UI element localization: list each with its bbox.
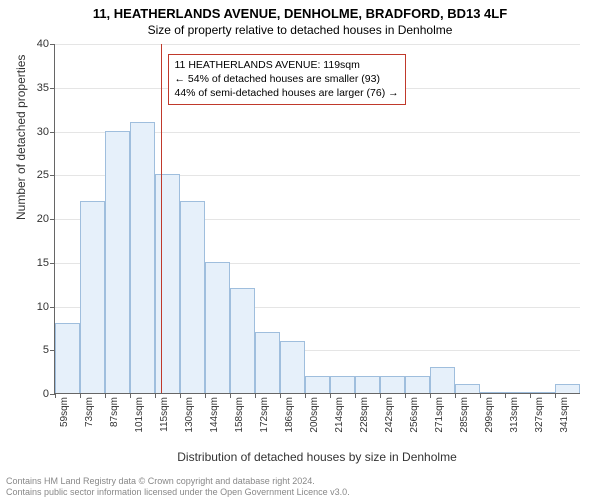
histogram-bar (155, 174, 180, 393)
y-tick-label: 40 (37, 38, 49, 50)
x-tick-mark (505, 393, 506, 398)
x-tick-label: 172sqm (259, 397, 270, 433)
x-tick-mark (230, 393, 231, 398)
annotation-box: 11 HEATHERLANDS AVENUE: 119sqm← 54% of d… (168, 54, 406, 105)
histogram-bar (330, 376, 355, 394)
y-tick-label: 35 (37, 82, 49, 94)
x-tick-mark (130, 393, 131, 398)
chart-title-sub: Size of property relative to detached ho… (0, 21, 600, 37)
x-tick-label: 341sqm (559, 397, 570, 433)
footer-line1: Contains HM Land Registry data © Crown c… (6, 476, 350, 487)
x-tick-label: 59sqm (59, 397, 70, 427)
y-tick-label: 10 (37, 301, 49, 313)
x-tick-mark (330, 393, 331, 398)
x-tick-mark (80, 393, 81, 398)
x-tick-label: 73sqm (84, 397, 95, 427)
y-tick-label: 30 (37, 126, 49, 138)
y-gridline (55, 44, 580, 45)
x-tick-mark (455, 393, 456, 398)
x-tick-mark (155, 393, 156, 398)
x-tick-mark (355, 393, 356, 398)
y-tick-mark (50, 263, 55, 264)
histogram-bar (305, 376, 330, 394)
y-tick-label: 25 (37, 169, 49, 181)
reference-line (161, 44, 162, 393)
footer-attribution: Contains HM Land Registry data © Crown c… (6, 476, 350, 498)
x-tick-label: 158sqm (234, 397, 245, 433)
y-tick-mark (50, 219, 55, 220)
histogram-bar (405, 376, 430, 394)
histogram-bar (480, 392, 505, 393)
annotation-line: ← 54% of detached houses are smaller (93… (175, 72, 399, 86)
x-tick-label: 200sqm (309, 397, 320, 433)
chart-title-main: 11, HEATHERLANDS AVENUE, DENHOLME, BRADF… (0, 0, 600, 21)
histogram-bar (230, 288, 255, 393)
histogram-bar (380, 376, 405, 394)
x-tick-mark (380, 393, 381, 398)
y-tick-mark (50, 175, 55, 176)
histogram-bar (130, 122, 155, 393)
y-tick-label: 15 (37, 257, 49, 269)
x-tick-mark (55, 393, 56, 398)
x-tick-label: 327sqm (534, 397, 545, 433)
x-tick-label: 87sqm (109, 397, 120, 427)
x-tick-label: 256sqm (409, 397, 420, 433)
x-tick-label: 186sqm (284, 397, 295, 433)
y-tick-mark (50, 44, 55, 45)
histogram-bar (105, 131, 130, 394)
histogram-bar (80, 201, 105, 394)
x-tick-mark (180, 393, 181, 398)
y-axis-label: Number of detached properties (14, 55, 28, 220)
x-tick-mark (105, 393, 106, 398)
y-tick-label: 0 (43, 388, 49, 400)
x-tick-label: 101sqm (134, 397, 145, 433)
x-tick-mark (555, 393, 556, 398)
x-tick-label: 130sqm (184, 397, 195, 433)
x-axis-label: Distribution of detached houses by size … (54, 450, 580, 464)
histogram-bar (280, 341, 305, 394)
y-tick-label: 20 (37, 213, 49, 225)
x-tick-label: 228sqm (359, 397, 370, 433)
histogram-bar (505, 392, 530, 393)
x-tick-mark (305, 393, 306, 398)
x-tick-mark (405, 393, 406, 398)
y-tick-mark (50, 307, 55, 308)
annotation-line: 11 HEATHERLANDS AVENUE: 119sqm (175, 58, 399, 72)
x-tick-label: 271sqm (434, 397, 445, 433)
x-tick-mark (255, 393, 256, 398)
histogram-bar (55, 323, 80, 393)
x-tick-label: 115sqm (159, 397, 170, 432)
chart-plot-area: 051015202530354059sqm73sqm87sqm101sqm115… (54, 44, 580, 394)
histogram-bar (205, 262, 230, 393)
x-tick-mark (530, 393, 531, 398)
x-tick-label: 214sqm (334, 397, 345, 433)
x-tick-mark (480, 393, 481, 398)
x-tick-label: 242sqm (384, 397, 395, 433)
x-tick-label: 285sqm (459, 397, 470, 433)
histogram-bar (430, 367, 455, 393)
x-tick-mark (430, 393, 431, 398)
histogram-bar (180, 201, 205, 394)
y-tick-label: 5 (43, 344, 49, 356)
histogram-bar (555, 384, 580, 393)
x-tick-label: 313sqm (509, 397, 520, 433)
histogram-bar (355, 376, 380, 394)
x-tick-mark (205, 393, 206, 398)
annotation-line: 44% of semi-detached houses are larger (… (175, 86, 399, 100)
y-tick-mark (50, 88, 55, 89)
x-tick-label: 144sqm (209, 397, 220, 433)
footer-line2: Contains public sector information licen… (6, 487, 350, 498)
histogram-bar (255, 332, 280, 393)
y-tick-mark (50, 132, 55, 133)
x-tick-mark (280, 393, 281, 398)
histogram-bar (530, 392, 555, 393)
histogram-bar (455, 384, 480, 393)
x-tick-label: 299sqm (484, 397, 495, 433)
